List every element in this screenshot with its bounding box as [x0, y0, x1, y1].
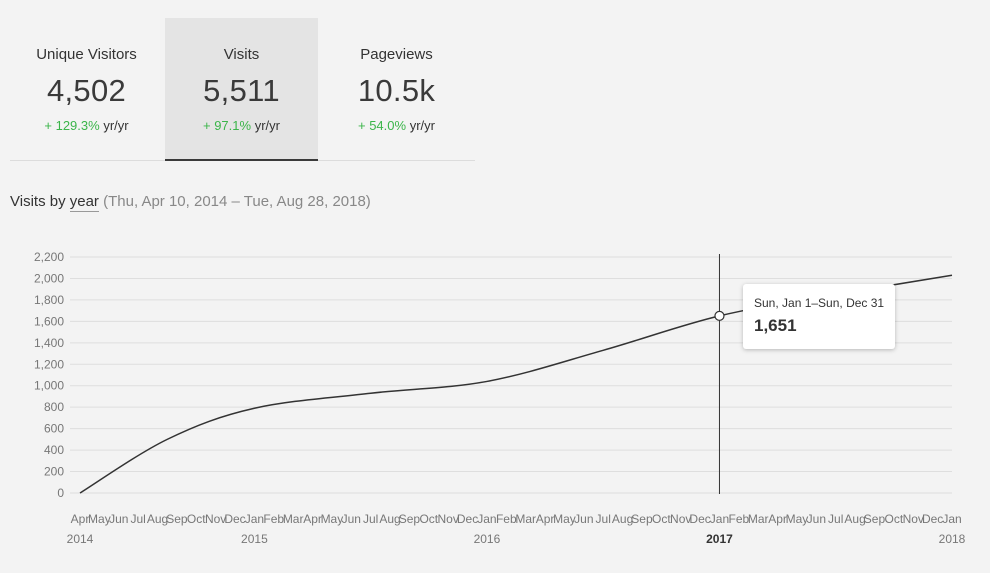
x-tick-label: Dec [922, 512, 943, 526]
stat-label: Unique Visitors [36, 46, 137, 63]
y-tick-label: 1,600 [34, 314, 64, 328]
x-tick-label: Nov [903, 512, 924, 526]
x-tick-label: Apr [303, 512, 322, 526]
x-tick-label: Mar [515, 512, 536, 526]
x-tick-label: Jan [245, 512, 264, 526]
change-percent: + 129.3% [44, 118, 100, 133]
x-year-label: 2016 [474, 532, 501, 546]
tooltip-value: 1,651 [754, 316, 797, 335]
y-tick-label: 600 [44, 422, 64, 436]
x-tick-label: Sep [631, 512, 653, 526]
x-tick-label: Jun [109, 512, 128, 526]
y-tick-label: 200 [44, 465, 64, 479]
stat-change: + 97.1% yr/yr [165, 118, 318, 133]
change-unit: yr/yr [254, 118, 280, 133]
x-tick-label: Aug [147, 512, 168, 526]
x-tick-label: Feb [729, 512, 750, 526]
x-tick-label: Nov [438, 512, 459, 526]
x-tick-label: Mar [283, 512, 304, 526]
x-tick-label: Jul [130, 512, 145, 526]
period-selector[interactable]: year [69, 193, 99, 212]
stat-label: Pageviews [360, 46, 433, 63]
x-tick-label: Sep [864, 512, 886, 526]
x-tick-label: May [321, 512, 344, 526]
x-tick-label: Dec [224, 512, 245, 526]
x-tick-label: Apr [768, 512, 787, 526]
x-tick-label: May [553, 512, 576, 526]
x-tick-label: Dec [457, 512, 478, 526]
x-tick-label: Jan [477, 512, 496, 526]
x-year-label: 2018 [939, 532, 966, 546]
x-tick-label: Sep [399, 512, 421, 526]
x-tick-label: Nov [205, 512, 226, 526]
x-tick-label: Jul [363, 512, 378, 526]
x-tick-label: May [88, 512, 111, 526]
x-tick-label: Aug [844, 512, 865, 526]
y-tick-label: 0 [57, 486, 64, 500]
tab-pageviews[interactable]: Pageviews 10.5k + 54.0% yr/yr [320, 18, 473, 160]
x-axis-years: 2014 2015 2016 2017 2018 [67, 532, 966, 546]
x-tick-label: Feb [263, 512, 284, 526]
y-tick-label: 1,800 [34, 293, 64, 307]
y-tick-label: 1,200 [34, 357, 64, 371]
change-unit: yr/yr [103, 118, 129, 133]
hover-indicator [714, 254, 725, 494]
x-tick-label: Jun [807, 512, 826, 526]
y-tick-label: 2,200 [34, 250, 64, 264]
x-tick-label: Oct [187, 512, 206, 526]
x-tick-label: Jun [342, 512, 361, 526]
grid-lines [70, 256, 952, 494]
x-tick-label: Feb [496, 512, 517, 526]
x-tick-label: Oct [652, 512, 671, 526]
x-year-label: 2015 [241, 532, 268, 546]
y-tick-label: 1,400 [34, 336, 64, 350]
x-tick-label: Apr [536, 512, 555, 526]
tab-unique-visitors[interactable]: Unique Visitors 4,502 + 129.3% yr/yr [10, 18, 163, 160]
x-tick-label: Jan [942, 512, 961, 526]
stat-value: 10.5k [357, 73, 436, 108]
x-tick-label: Jun [574, 512, 593, 526]
x-tick-label: Sep [166, 512, 188, 526]
stat-value: 4,502 [46, 73, 127, 108]
x-tick-label: Oct [885, 512, 904, 526]
stat-value: 5,511 [203, 73, 280, 108]
hover-point [714, 310, 725, 321]
change-percent: + 97.1% [203, 118, 252, 133]
x-tick-label: Aug [612, 512, 633, 526]
chart-heading: Visits by year (Thu, Apr 10, 2014 – Tue,… [10, 193, 371, 212]
stat-label: Visits [223, 46, 260, 63]
x-year-label: 2017 [706, 532, 733, 546]
date-range: (Thu, Apr 10, 2014 – Tue, Aug 28, 2018) [103, 193, 371, 210]
y-axis-ticks: 0 200 400 600 800 1,000 1,200 1,400 1,600 1,800 2,… [34, 250, 64, 500]
x-tick-label: Dec [689, 512, 710, 526]
x-tick-label: Jul [828, 512, 843, 526]
change-unit: yr/yr [409, 118, 435, 133]
x-tick-label: May [786, 512, 809, 526]
x-tick-label: Oct [419, 512, 438, 526]
x-year-label: 2014 [67, 532, 94, 546]
tab-visits[interactable]: Visits 5,511 + 97.1% yr/yr [165, 18, 318, 161]
x-tick-label: Nov [670, 512, 691, 526]
y-tick-label: 400 [44, 443, 64, 457]
stat-tabs: Unique Visitors 4,502 + 129.3% yr/yr Vis… [10, 18, 475, 161]
tooltip-label: Sun, Jan 1–Sun, Dec 31 [754, 296, 885, 310]
chart-tooltip: Sun, Jan 1–Sun, Dec 31 1,651 [743, 284, 895, 349]
stat-change: + 129.3% yr/yr [10, 118, 163, 133]
change-percent: + 54.0% [358, 118, 407, 133]
x-tick-label: Mar [748, 512, 769, 526]
heading-prefix: Visits by [10, 193, 66, 210]
x-tick-label: Aug [379, 512, 400, 526]
x-tick-label: Jul [596, 512, 611, 526]
stat-change: + 54.0% yr/yr [320, 118, 473, 133]
y-tick-label: 2,000 [34, 271, 64, 285]
x-tick-label: Apr [71, 512, 90, 526]
y-tick-label: 1,000 [34, 379, 64, 393]
y-tick-label: 800 [44, 400, 64, 414]
x-tick-label: Jan [710, 512, 729, 526]
